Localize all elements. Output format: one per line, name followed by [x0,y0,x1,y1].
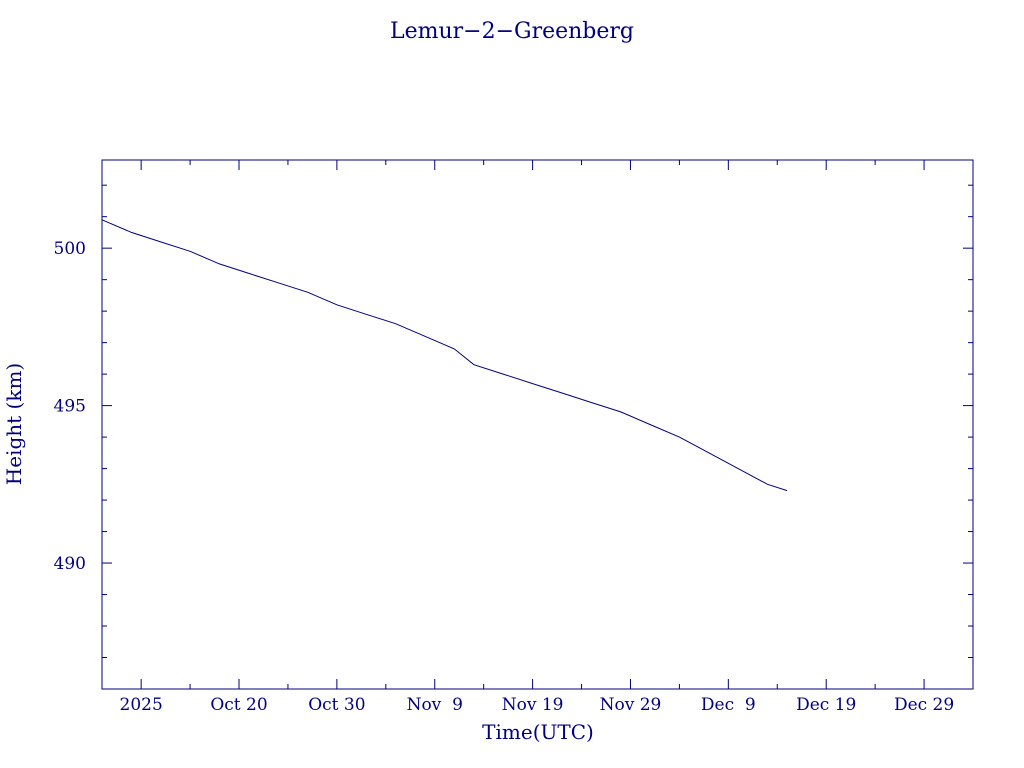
y-tick-label: 495 [54,397,86,417]
x-tick-label: Dec 9 [701,695,756,715]
x-tick-label: Nov 19 [502,695,564,715]
x-tick-label: Oct 20 [210,695,267,715]
x-axis-label: Time(UTC) [482,720,594,744]
x-tick-label: 2025 [120,695,163,715]
y-axis-label: Height (km) [2,363,26,485]
x-tick-label: Dec 29 [894,695,954,715]
x-tick-label: Nov 9 [407,695,463,715]
x-tick-label: Dec 19 [796,695,856,715]
x-tick-label: Nov 29 [600,695,662,715]
y-tick-label: 500 [54,239,86,259]
x-axis-ticks: 2025 Oct 20 Oct 30 Nov 9 Nov 19 Nov 29 Dec 9 De… [120,160,974,715]
x-tick-label: Oct 30 [308,695,365,715]
chart-title: Lemur−2−Greenberg [390,19,634,44]
y-axis-ticks: 490 495 500 [54,184,973,690]
plot-frame [101,159,974,690]
series-line [101,219,788,492]
y-tick-label: 490 [54,554,86,574]
